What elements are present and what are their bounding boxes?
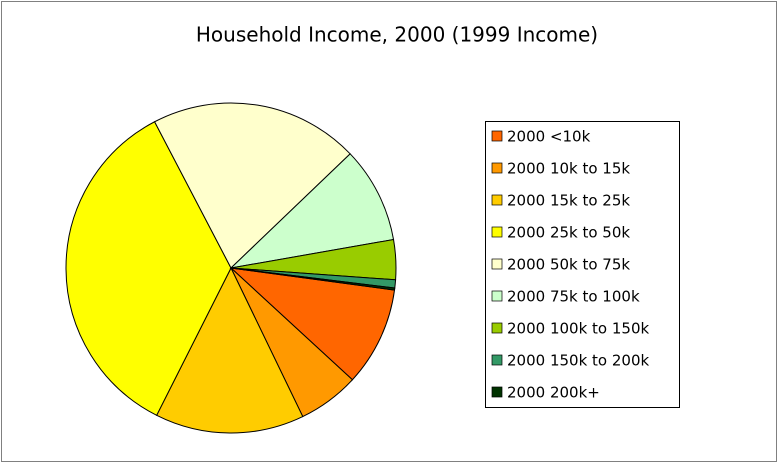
pie-slice	[229, 153, 395, 269]
legend-label: 2000 50k to 75k	[507, 256, 630, 274]
legend-swatch	[491, 354, 503, 366]
legend-label: 2000 15k to 25k	[507, 192, 630, 210]
legend-label: 2000 150k to 200k	[507, 352, 649, 370]
legend-swatch	[491, 226, 503, 238]
legend-label: 2000 75k to 100k	[507, 288, 640, 306]
legend-swatch	[491, 194, 503, 206]
legend-swatch	[491, 290, 503, 302]
legend-label: 2000 10k to 15k	[507, 160, 630, 178]
legend-swatch	[491, 258, 503, 270]
legend-swatch	[491, 130, 503, 142]
chart-title: Household Income, 2000 (1999 Income)	[196, 23, 598, 47]
legend-label: 2000 200k+	[507, 384, 600, 402]
pie-slice	[65, 121, 232, 416]
legend-label: 2000 100k to 150k	[507, 320, 649, 338]
pie-slice	[153, 102, 351, 269]
legend-label: 2000 <10k	[507, 128, 591, 146]
pie-slice	[229, 267, 396, 381]
legend-swatch	[491, 322, 503, 334]
legend-box	[485, 121, 680, 408]
pie-slice	[230, 267, 396, 291]
legend-swatch	[491, 162, 503, 174]
pie-slice	[155, 266, 304, 434]
legend-swatch	[491, 386, 503, 398]
legend-label: 2000 25k to 50k	[507, 224, 630, 242]
